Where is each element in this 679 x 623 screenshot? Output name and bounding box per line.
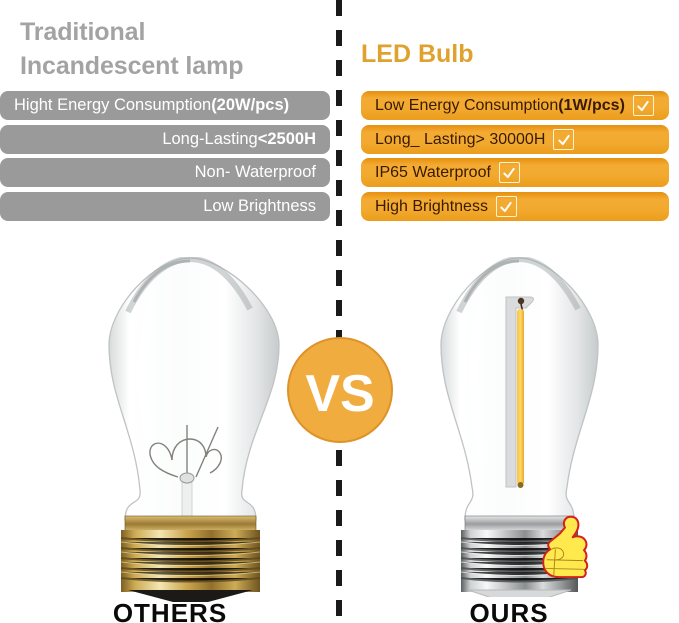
svg-text:VS: VS <box>305 365 374 423</box>
